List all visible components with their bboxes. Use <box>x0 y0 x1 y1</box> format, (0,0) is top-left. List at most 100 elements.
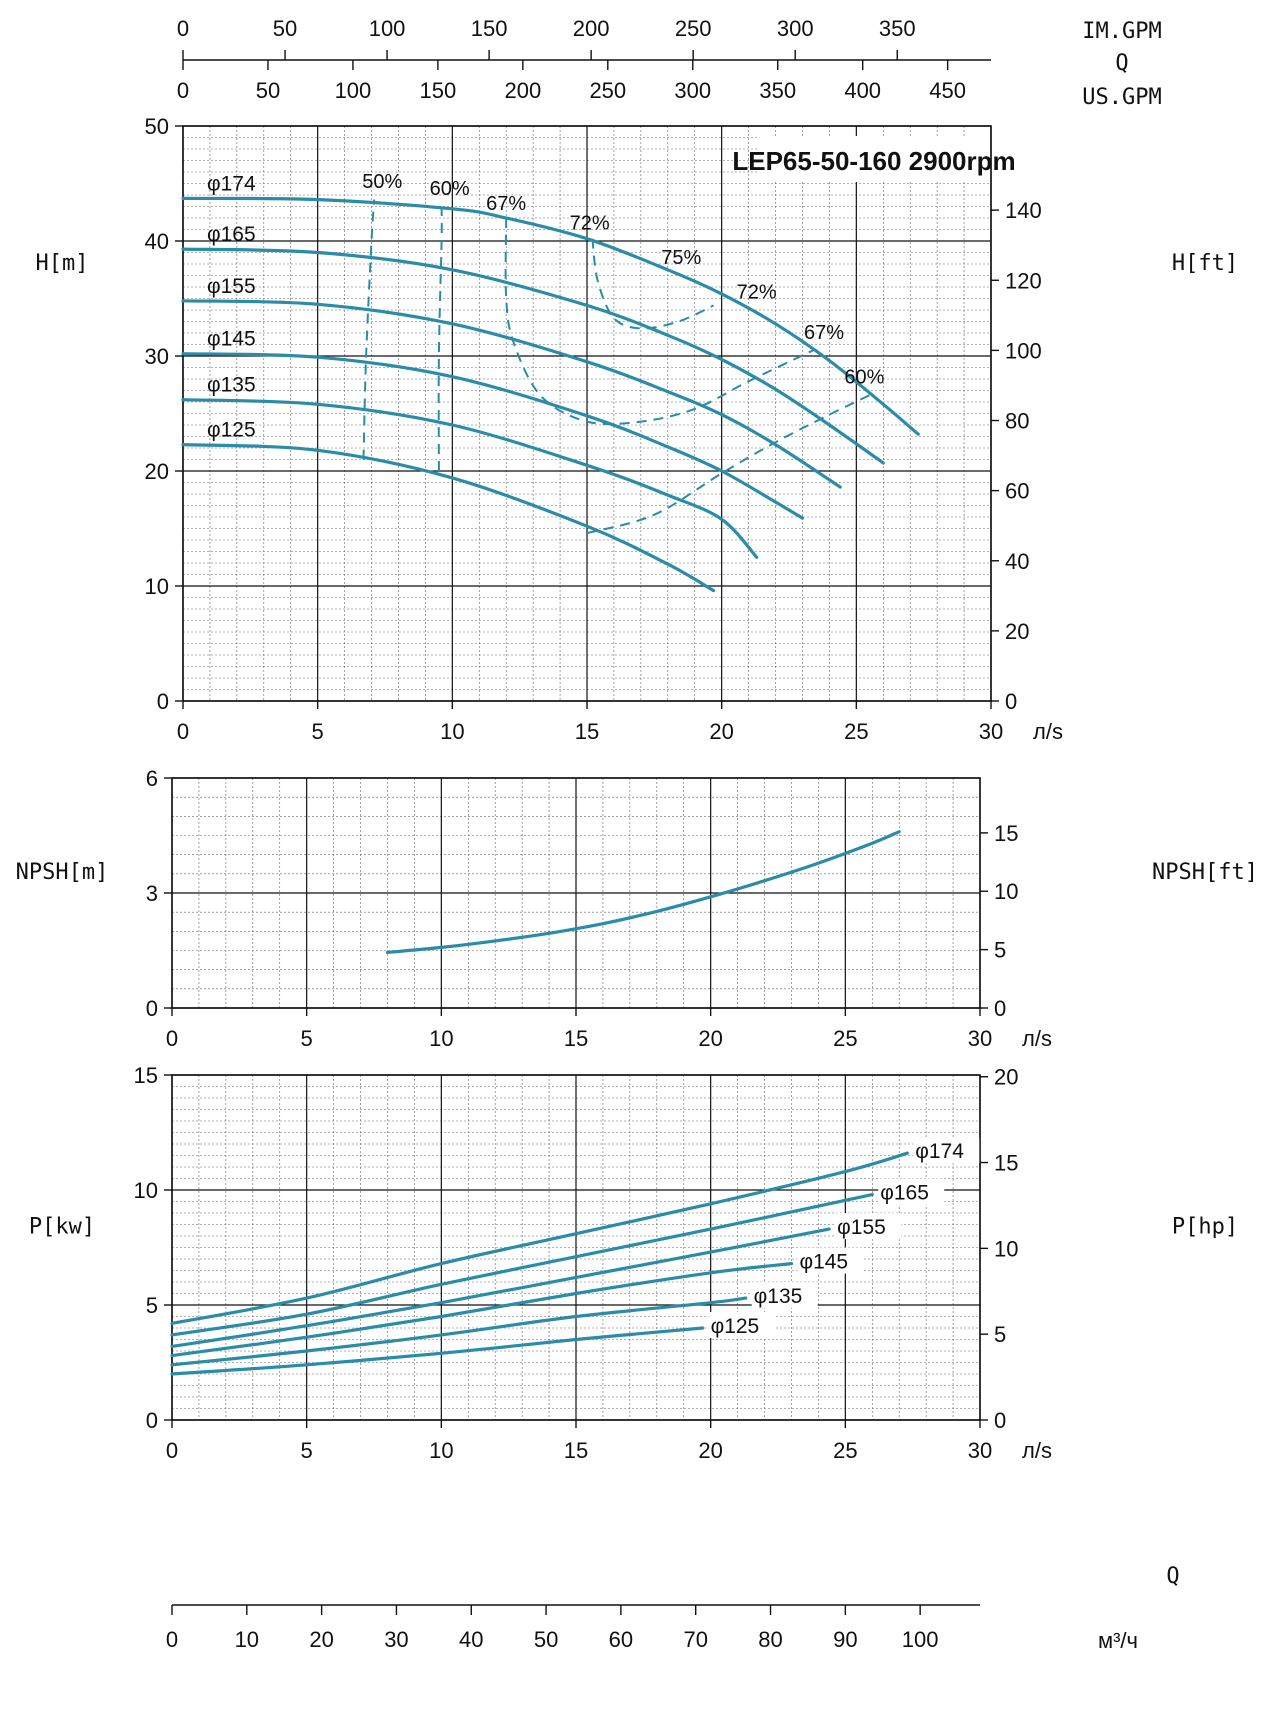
us-gpm-tick-label: 150 <box>420 78 457 103</box>
m3h-tick-label: 10 <box>235 1627 259 1652</box>
efficiency-label: 50% <box>362 171 402 193</box>
x-tick-label: 20 <box>709 719 733 744</box>
x-tick-label: 10 <box>429 1026 453 1051</box>
series-label: φ135 <box>754 1285 803 1308</box>
top-flow-label: Q <box>1115 51 1128 76</box>
m3h-unit: м³/ч <box>1098 1628 1138 1653</box>
y-tick-label: 5 <box>146 1293 158 1318</box>
y2-tick-label: 140 <box>1005 198 1042 223</box>
x-tick-label: 20 <box>698 1438 722 1463</box>
us-gpm-tick-label: 100 <box>335 78 372 103</box>
us-gpm-unit: US.GPM <box>1082 85 1161 110</box>
x-tick-label: 25 <box>833 1438 857 1463</box>
y-tick-label: 0 <box>146 1408 158 1433</box>
x-tick-label: 0 <box>166 1438 178 1463</box>
im-gpm-unit: IM.GPM <box>1082 19 1161 44</box>
y2-tick-label: 80 <box>1005 409 1029 434</box>
us-gpm-tick-label: 0 <box>177 78 189 103</box>
y2-tick-label: 40 <box>1005 549 1029 574</box>
title-background <box>757 136 989 182</box>
m3h-tick-label: 80 <box>758 1627 782 1652</box>
us-gpm-tick-label: 450 <box>929 78 966 103</box>
y-tick-label: 30 <box>145 344 169 369</box>
x-tick-label: 15 <box>564 1026 588 1051</box>
y2-tick-label: 5 <box>994 938 1006 963</box>
x-tick-label: 30 <box>968 1438 992 1463</box>
y-axis-label: H[m] <box>36 251 89 276</box>
efficiency-label: 72% <box>737 282 777 304</box>
y2-axis-label: P[hp] <box>1172 1215 1238 1240</box>
series-label: φ145 <box>799 1251 848 1274</box>
grid <box>171 777 981 1009</box>
y2-tick-label: 20 <box>994 1065 1018 1090</box>
series-line <box>170 1227 831 1348</box>
y2-tick-label: 60 <box>1005 479 1029 504</box>
y-tick-label: 10 <box>145 574 169 599</box>
efficiency-label: 75% <box>661 247 701 269</box>
efficiency-line <box>362 199 376 460</box>
y-tick-label: 6 <box>146 766 158 791</box>
series-line <box>181 352 805 520</box>
y2-tick-label: 120 <box>1005 268 1042 293</box>
series-line <box>181 299 842 489</box>
y-tick-label: 15 <box>134 1063 158 1088</box>
series-label-background <box>835 1213 902 1240</box>
y2-tick-label: 5 <box>994 1322 1006 1347</box>
y-axis-label: NPSH[m] <box>16 860 109 885</box>
x-axis-unit: л/s <box>1022 1438 1052 1463</box>
y2-axis-label: H[ft] <box>1172 251 1238 276</box>
x-tick-label: 0 <box>177 719 189 744</box>
us-gpm-tick-label: 300 <box>674 78 711 103</box>
x-tick-label: 0 <box>166 1026 178 1051</box>
grid <box>171 1074 981 1421</box>
im-gpm-tick-label: 150 <box>471 16 508 41</box>
y2-tick-label: 20 <box>1005 619 1029 644</box>
series-line <box>181 398 759 559</box>
x-tick-label: 30 <box>979 719 1003 744</box>
y2-tick-label: 0 <box>994 1408 1006 1433</box>
y2-tick-label: 10 <box>994 879 1018 904</box>
x-tick-label: 10 <box>429 1438 453 1463</box>
y2-tick-label: 100 <box>1005 338 1042 363</box>
series-line <box>181 247 885 465</box>
y-tick-label: 50 <box>145 114 169 139</box>
series-label: φ165 <box>880 1182 929 1205</box>
series-label: φ165 <box>207 223 256 246</box>
us-gpm-tick-label: 350 <box>759 78 796 103</box>
series-label: φ145 <box>207 328 256 351</box>
us-gpm-tick-label: 250 <box>589 78 626 103</box>
series-label: φ155 <box>837 1216 886 1239</box>
m3h-tick-label: 50 <box>534 1627 558 1652</box>
panel-1: 0 5 10 15 20 25 300102030405002040608010012014… <box>36 16 1239 744</box>
im-gpm-tick-label: 250 <box>675 16 712 41</box>
im-gpm-tick-label: 100 <box>369 16 406 41</box>
x-tick-label: 5 <box>301 1026 313 1051</box>
bottom-flow-label: Q <box>1166 1564 1179 1589</box>
series-line <box>170 1296 748 1367</box>
x-tick-label: 30 <box>968 1026 992 1051</box>
y-tick-label: 0 <box>157 689 169 714</box>
series-line <box>170 1193 874 1337</box>
x-tick-label: 20 <box>698 1026 722 1051</box>
series-label-background <box>708 1312 775 1338</box>
series-label: φ135 <box>207 374 256 397</box>
series-label-background <box>797 1247 864 1274</box>
y-tick-label: 0 <box>146 996 158 1021</box>
y2-tick-label: 10 <box>994 1236 1018 1261</box>
us-gpm-tick-label: 50 <box>256 78 280 103</box>
series-line <box>181 196 920 436</box>
x-tick-label: 5 <box>312 719 324 744</box>
efficiency-label: 67% <box>486 193 526 215</box>
series-line <box>170 1262 794 1358</box>
m3h-tick-label: 60 <box>609 1627 633 1652</box>
series-line <box>170 1326 705 1376</box>
y-tick-label: 10 <box>134 1178 158 1203</box>
y2-tick-label: 0 <box>1005 689 1017 714</box>
y-tick-label: 40 <box>145 229 169 254</box>
x-tick-label: 5 <box>301 1438 313 1463</box>
y2-axis-label: NPSH[ft] <box>1152 860 1258 885</box>
m3h-tick-label: 90 <box>833 1627 857 1652</box>
